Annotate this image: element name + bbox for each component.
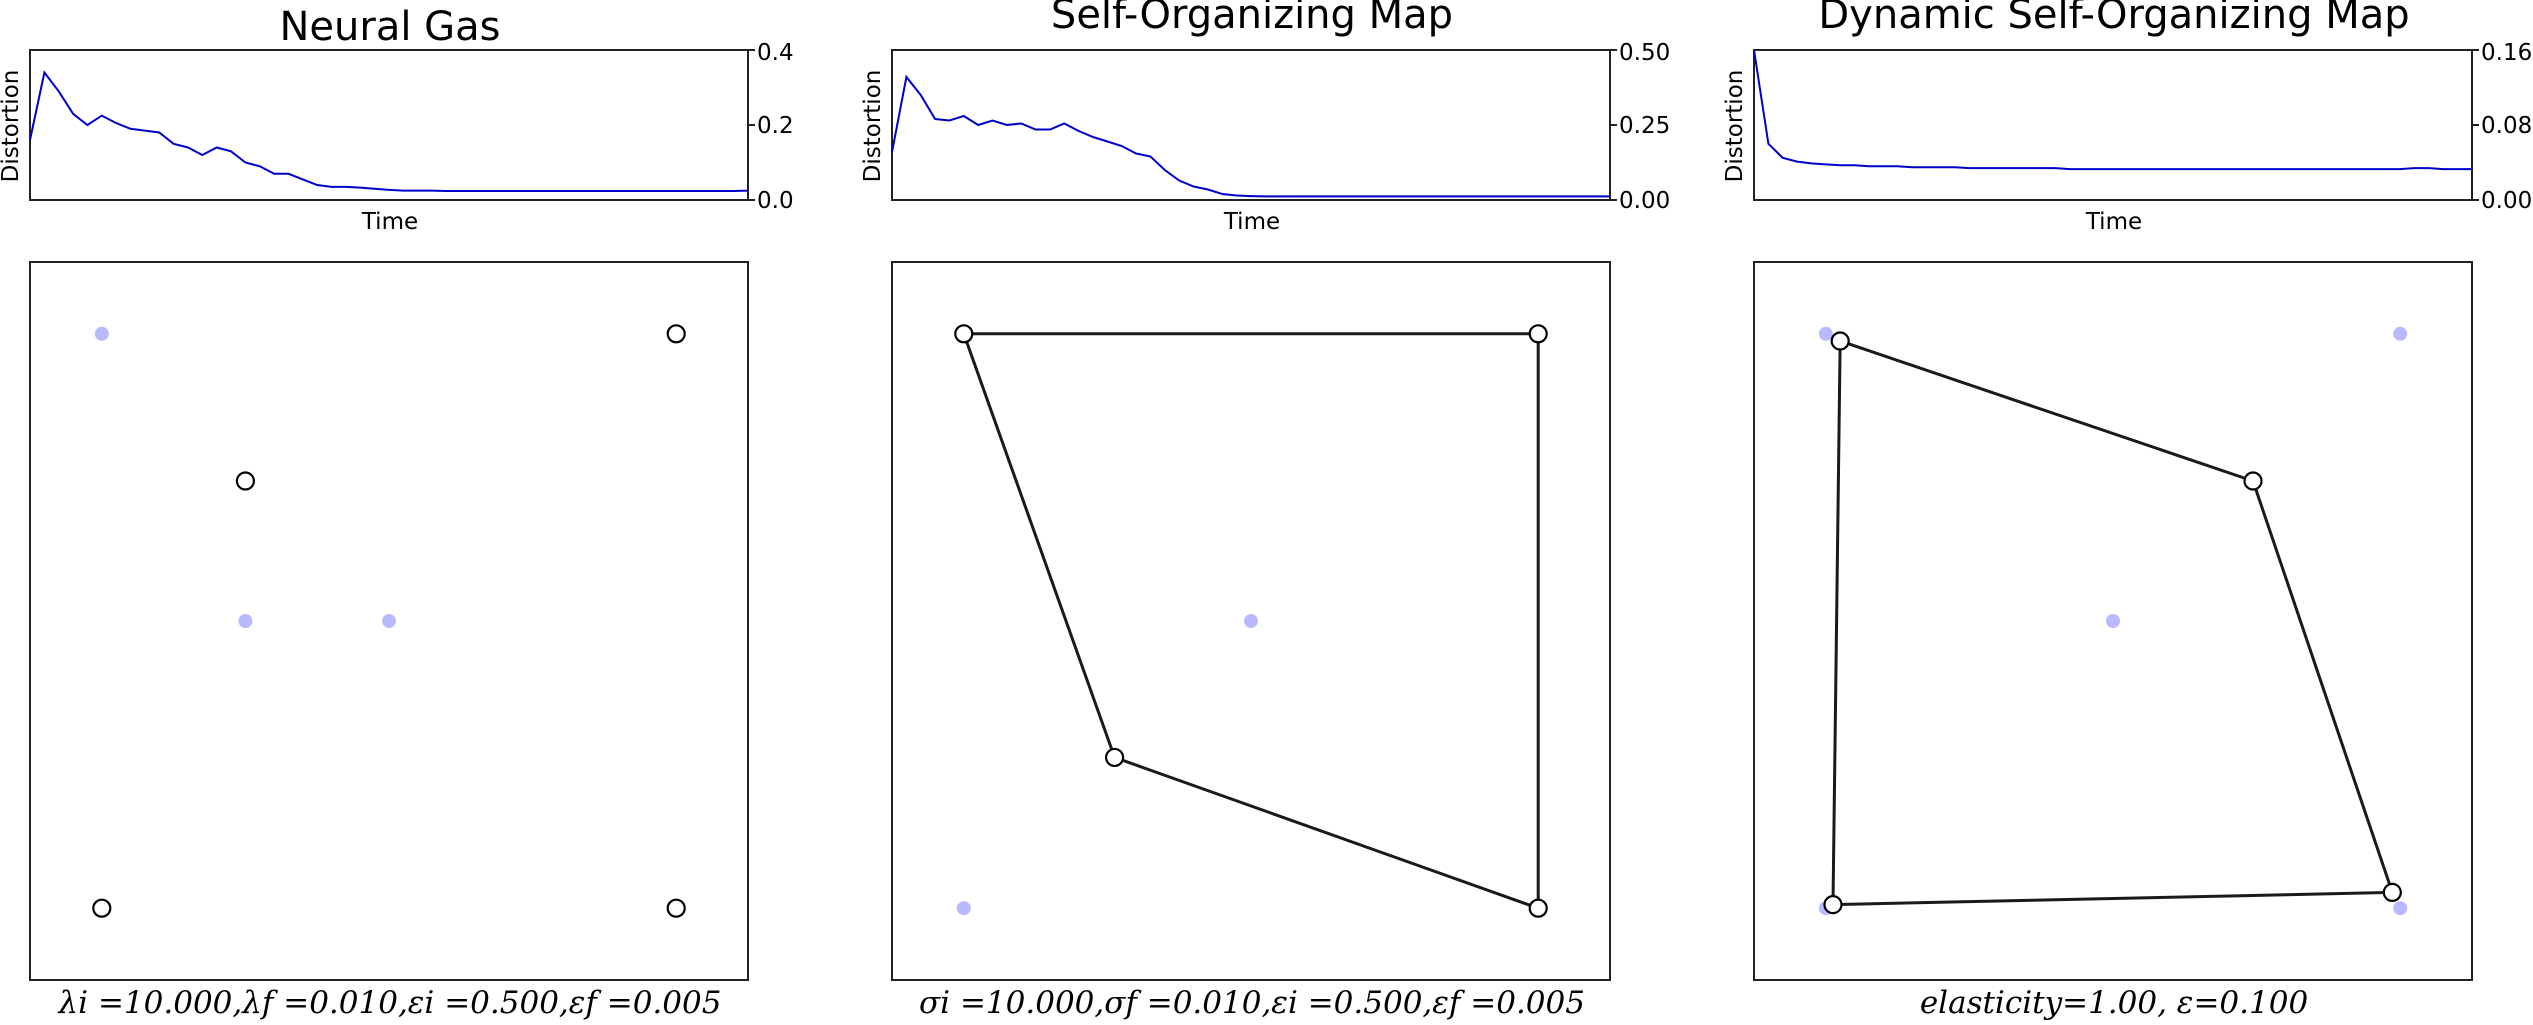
y-tick-label: 0.00 xyxy=(2481,188,2532,214)
network-node xyxy=(954,324,974,344)
sample-point xyxy=(94,326,109,341)
distortion-plot xyxy=(1753,49,2479,201)
distortion-axes-frame xyxy=(1753,49,2473,201)
network-node xyxy=(1830,331,1850,351)
distortion-axes-frame xyxy=(891,49,1611,201)
distortion-line xyxy=(29,70,749,192)
distortion-plot xyxy=(891,49,1617,201)
network-edge xyxy=(2251,480,2394,893)
sample-point xyxy=(382,614,396,628)
y-tick-label: 0.25 xyxy=(1619,113,1670,139)
sample-point xyxy=(238,614,253,628)
parameter-caption: λi =10.000,λf =0.010,εi =0.500,εf =0.005 xyxy=(57,985,722,1021)
distortion-line xyxy=(1753,49,2472,171)
y-axis-label: Distortion xyxy=(0,70,24,183)
parameter-caption: elasticity=1.00, ε=0.100 xyxy=(1920,985,2308,1021)
network-node xyxy=(2382,882,2402,903)
network-edge xyxy=(1832,890,2393,907)
sample-point xyxy=(2393,326,2408,341)
network-node xyxy=(235,471,255,491)
y-tick-label: 0.16 xyxy=(2481,40,2532,66)
network-edge xyxy=(1831,340,1842,905)
x-axis-label: Time xyxy=(1223,209,1280,235)
sample-point xyxy=(2393,901,2408,916)
chart-title: Self-Organizing Map xyxy=(1051,0,1453,38)
y-tick-label: 0.4 xyxy=(757,40,794,66)
panel-dynamic-self-organizing-map: Dynamic Self-Organizing Map Time Distort… xyxy=(1722,0,2532,1021)
panel-neural-gas: Neural Gas Time Distortion 0.4 0.2 0.0 λ… xyxy=(0,4,794,1021)
map-plot xyxy=(891,261,1611,981)
network-node xyxy=(1104,747,1125,768)
network-edge xyxy=(962,333,1116,758)
network-node xyxy=(92,898,112,918)
sample-point xyxy=(1818,326,1833,341)
sample-point xyxy=(1244,614,1258,628)
chart-title: Neural Gas xyxy=(279,4,500,50)
map-axes-frame xyxy=(891,261,1611,981)
x-axis-label: Time xyxy=(361,209,418,235)
x-axis-label: Time xyxy=(2085,209,2142,235)
sample-point xyxy=(956,901,971,916)
network-node xyxy=(2243,471,2263,491)
network-edge xyxy=(1114,756,1539,910)
panel-self-organizing-map: Self-Organizing Map Time Distortion 0.50… xyxy=(860,0,1670,1021)
distortion-line xyxy=(891,74,1610,198)
y-axis-label: Distortion xyxy=(1722,70,1748,183)
network-node xyxy=(666,324,686,344)
network-edge xyxy=(1839,339,2254,483)
network-node xyxy=(1528,324,1548,344)
map-axes-frame xyxy=(29,261,749,981)
network-node xyxy=(666,898,686,918)
y-tick-label: 0.50 xyxy=(1619,40,1670,66)
map-axes-frame xyxy=(1753,261,2473,981)
y-tick-label: 0.08 xyxy=(2481,113,2532,139)
y-axis-label: Distortion xyxy=(860,70,886,183)
chart-title: Dynamic Self-Organizing Map xyxy=(1818,0,2409,38)
parameter-caption: σi =10.000,σf =0.010,εi =0.500,εf =0.005 xyxy=(919,985,1585,1021)
network-node xyxy=(1528,898,1548,918)
distortion-axes-frame xyxy=(29,49,749,201)
map-plot xyxy=(29,261,749,981)
y-tick-label: 0.0 xyxy=(757,188,794,214)
map-plot xyxy=(1753,261,2473,981)
network-node xyxy=(1823,895,1843,915)
distortion-plot xyxy=(29,49,755,201)
y-tick-label: 0.2 xyxy=(757,113,794,139)
sample-point xyxy=(2106,614,2120,628)
y-tick-label: 0.00 xyxy=(1619,188,1670,214)
